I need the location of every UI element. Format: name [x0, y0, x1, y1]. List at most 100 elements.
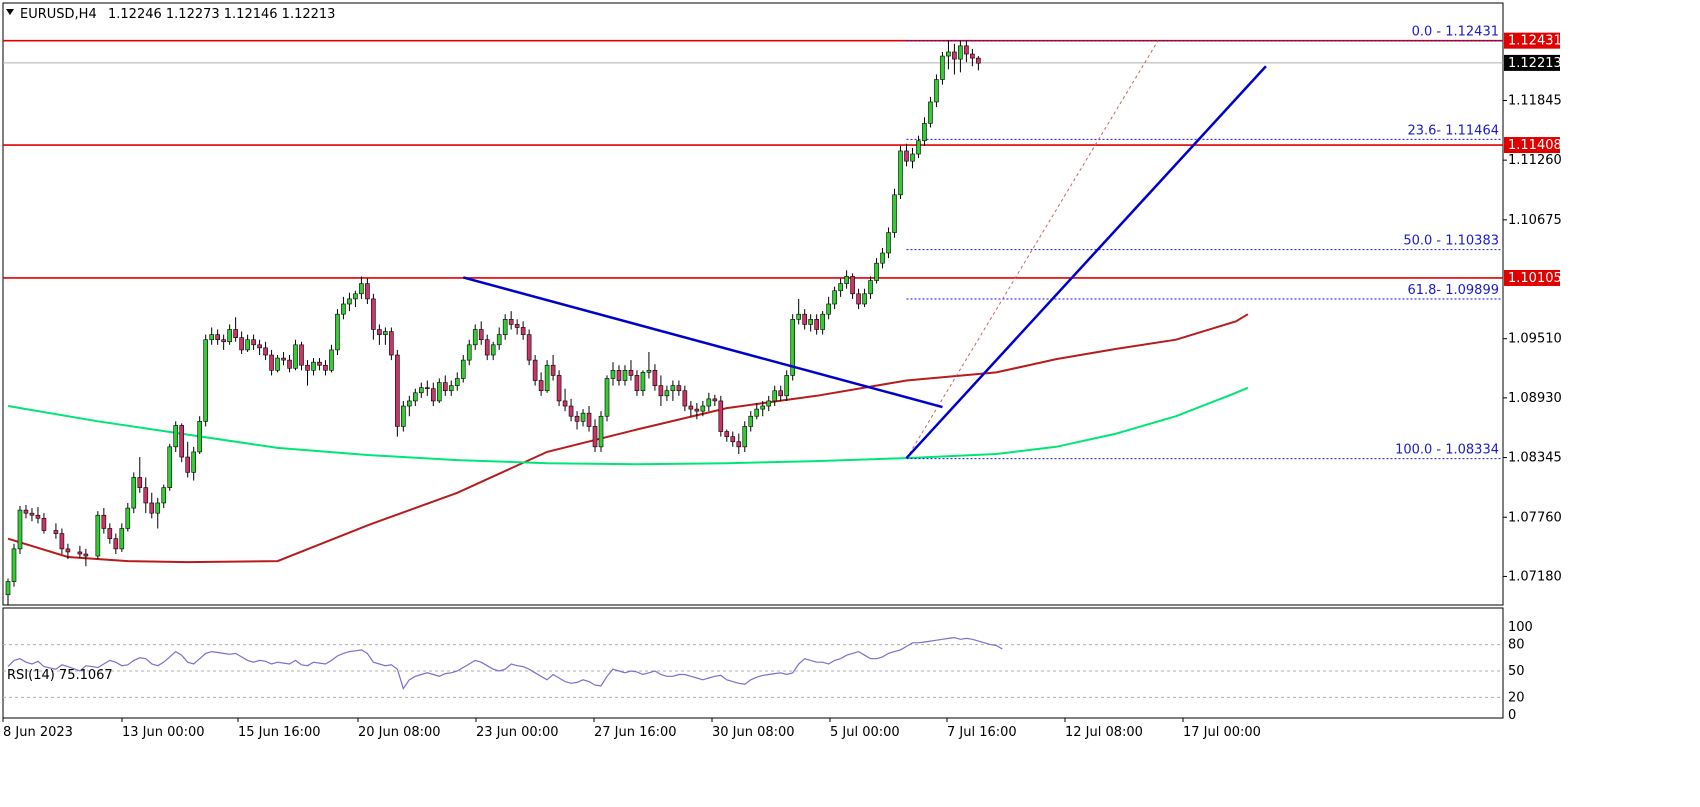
fib-level-label: 50.0 - 1.10383	[1403, 234, 1499, 249]
candle-body	[53, 530, 59, 534]
moving-average-line	[7, 386, 1249, 466]
time-tick-label: 17 Jul 00:00	[1183, 725, 1261, 740]
candle-body	[101, 514, 107, 529]
candle-body	[772, 390, 778, 402]
candle-body	[353, 293, 358, 300]
symbol-label: EURUSD,H4	[20, 7, 97, 22]
rsi-panel: 100 80 50 20 0	[3, 620, 1533, 723]
candle-body	[514, 324, 520, 328]
candle-body	[281, 357, 286, 361]
candle-body	[634, 375, 640, 392]
candle-body	[448, 385, 454, 392]
price-tick-label: 1.11260	[1508, 153, 1562, 168]
candle-body	[215, 334, 220, 341]
candle-body	[874, 262, 879, 281]
candle-body	[496, 334, 502, 346]
price-tag-box	[1504, 32, 1560, 49]
price-tick-label: 1.10675	[1508, 213, 1562, 228]
candle-body	[275, 357, 280, 371]
candle-body	[616, 370, 622, 381]
candle-body	[125, 507, 131, 529]
candle-body	[395, 354, 400, 427]
candle-body	[155, 502, 161, 514]
moving-averages	[7, 313, 1249, 564]
time-tick-label: 15 Jun 16:00	[238, 725, 321, 740]
time-tick-label: 5 Jul 00:00	[830, 725, 900, 740]
candle-body	[664, 390, 670, 397]
candle-body	[35, 514, 41, 519]
candle-body	[287, 359, 292, 369]
price-tick-label: 1.11845	[1508, 93, 1562, 108]
candle-body	[371, 298, 376, 330]
candle-body	[383, 331, 388, 335]
price-axis: 1.11845 1.11260 1.10675 1.09510 1.08930 1.083…	[1503, 93, 1562, 584]
candle-body	[976, 57, 981, 64]
price-tick-label: 1.09510	[1508, 332, 1562, 347]
dropdown-triangle-icon[interactable]	[6, 9, 14, 15]
candle-body	[790, 319, 795, 376]
candle-body	[676, 385, 682, 392]
rsi-level-label: 20	[1508, 690, 1525, 705]
candle-body	[742, 426, 748, 448]
candle-body	[221, 339, 226, 343]
price-tick-label: 1.08345	[1508, 451, 1562, 466]
candle-body	[706, 398, 712, 407]
candle-body	[652, 370, 658, 386]
bearish-trendline	[462, 276, 943, 409]
candle-body	[17, 509, 23, 550]
candle-body	[472, 329, 478, 346]
candle-body	[856, 293, 861, 305]
price-tag-label: 1.10105	[1508, 271, 1562, 286]
horizontal-levels	[3, 39, 1503, 279]
price-tag-box	[1504, 269, 1560, 286]
candle-body	[41, 517, 47, 531]
candle-body	[766, 400, 772, 407]
time-tick-label: 7 Jul 16:00	[947, 725, 1017, 740]
candle-body	[844, 276, 849, 284]
candle-body	[209, 334, 214, 341]
candle-body	[892, 194, 897, 233]
candle-body	[466, 344, 472, 361]
candle-body	[802, 313, 807, 325]
rsi-level-label: 80	[1508, 638, 1525, 653]
candle-body	[77, 551, 83, 555]
fib-level-label: 61.8- 1.09899	[1407, 283, 1499, 298]
candle-body	[113, 538, 119, 550]
candle-body	[424, 387, 430, 389]
time-tick-label: 27 Jun 16:00	[594, 725, 677, 740]
fibonacci-retracement: 0.0 - 1.12431 23.6- 1.11464 50.0 - 1.10383…	[906, 25, 1503, 460]
candle-body	[940, 55, 945, 80]
candle-body	[478, 329, 484, 341]
price-tag-box	[1504, 54, 1560, 71]
candle-body	[640, 372, 646, 392]
candle-body	[137, 477, 143, 488]
time-tick-label: 20 Jun 08:00	[358, 725, 441, 740]
candle-body	[317, 361, 322, 366]
candle-body	[646, 370, 652, 373]
rsi-level-label: 0	[1508, 708, 1516, 723]
price-tick-label: 1.08930	[1508, 391, 1562, 406]
rsi-level-label: 100	[1508, 620, 1533, 635]
candle-body	[59, 533, 65, 550]
candle-body	[748, 415, 754, 427]
candle-body	[323, 364, 328, 371]
candle-body	[568, 405, 574, 417]
candle-body	[796, 313, 801, 320]
candle-body	[850, 276, 855, 295]
candle-body	[167, 446, 173, 488]
candle-body	[838, 283, 843, 292]
candle-body	[161, 487, 167, 504]
candle-body	[688, 405, 694, 410]
candle-body	[191, 451, 196, 473]
candle-body	[532, 359, 538, 381]
candle-body	[562, 400, 568, 407]
candle-body	[544, 364, 550, 392]
candle-body	[880, 252, 885, 264]
candle-body	[898, 150, 903, 196]
candle-body	[904, 150, 909, 162]
candle-body	[305, 364, 310, 371]
candle-body	[179, 425, 185, 458]
candle-body	[299, 344, 304, 366]
